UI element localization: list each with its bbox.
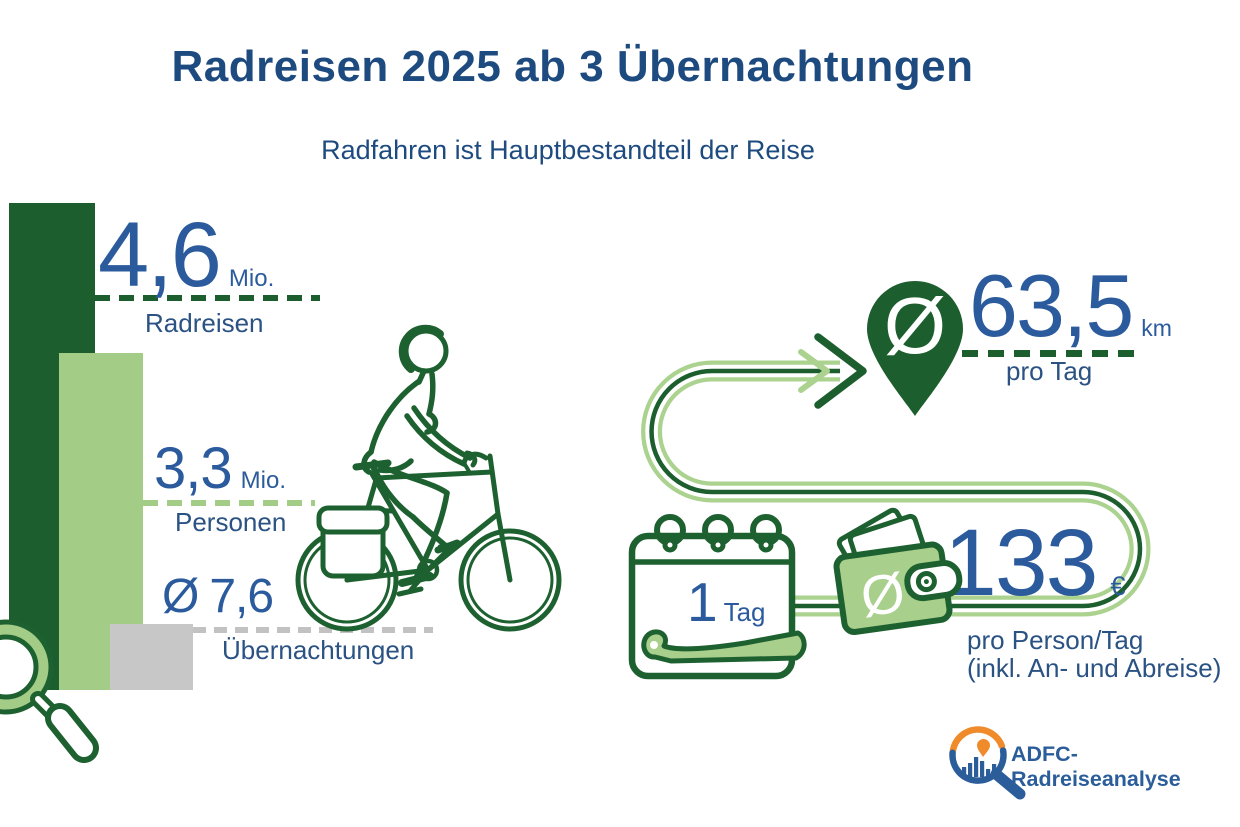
leader-line-radreisen	[95, 295, 320, 301]
magnifier-icon	[0, 619, 99, 763]
cyclist-illustration	[295, 324, 562, 632]
leader-line-personen	[143, 500, 315, 506]
route-arrow-icon	[798, 333, 867, 409]
average-symbol-wallet: Ø	[857, 560, 909, 628]
calendar-page-curl	[641, 629, 807, 664]
value-km: 63,5 km	[969, 262, 1172, 350]
calendar-rings	[654, 514, 782, 553]
leader-line-km	[962, 350, 1134, 357]
value-personen-number: 3,3	[154, 436, 233, 501]
label-personen: Personen	[175, 507, 287, 537]
leader-line-uebernachtungen	[193, 627, 433, 633]
value-km-unit: km	[1141, 315, 1172, 341]
calendar-icon	[628, 514, 807, 680]
value-radreisen: 4,6 Mio.	[98, 209, 274, 301]
value-personen: 3,3 Mio.	[154, 440, 286, 498]
value-eur: 133 €	[944, 516, 1126, 611]
page-subtitle: Radfahren ist Hauptbestandteil der Reise	[321, 135, 815, 165]
caption-km: pro Tag	[1006, 356, 1093, 386]
wallet-icon: Ø	[833, 507, 963, 635]
value-tag: 1 Tag	[687, 575, 766, 630]
bar-uebernachtungen	[110, 624, 193, 690]
label-radreisen: Radreisen	[145, 308, 264, 338]
value-radreisen-unit: Mio.	[228, 265, 275, 292]
caption-eur-line2: (inkl. An- und Abreise)	[967, 653, 1222, 683]
value-km-number: 63,5	[969, 256, 1134, 355]
caption-eur-line1: pro Person/Tag	[967, 625, 1144, 655]
logo-magnifier-handle	[990, 768, 1026, 800]
value-eur-number: 133	[944, 510, 1099, 616]
route-path	[641, 360, 1151, 617]
value-eur-unit: €	[1110, 571, 1126, 601]
value-uebernachtungen-number: 7,6	[209, 570, 274, 623]
value-radreisen-number: 4,6	[98, 204, 222, 306]
page-title: Radreisen 2025 ab 3 Übernachtungen	[171, 42, 974, 91]
value-uebernachtungen: Ø 7,6	[162, 570, 274, 623]
logo-pin-icon	[977, 739, 990, 757]
adfc-logo-icon	[949, 726, 1026, 800]
rider-figure	[361, 324, 478, 587]
value-personen-unit: Mio.	[240, 467, 286, 494]
logo-wordmark: ADFC-Radreiseanalyse	[1011, 742, 1181, 791]
average-symbol: Ø	[162, 570, 200, 623]
average-symbol-pin: Ø	[884, 281, 946, 370]
value-tag-unit: Tag	[723, 597, 766, 627]
label-uebernachtungen: Übernachtungen	[222, 635, 415, 665]
value-tag-number: 1	[687, 571, 718, 633]
location-pin-icon: Ø	[867, 281, 963, 416]
